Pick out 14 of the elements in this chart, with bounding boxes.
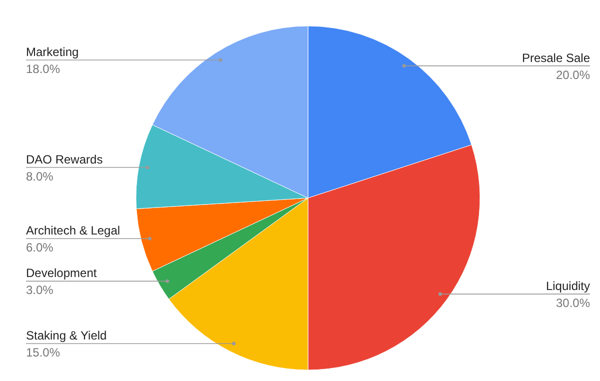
slice-label: Development (26, 266, 98, 280)
data-label: 15.0% (26, 346, 60, 360)
data-label: 18.0% (26, 62, 60, 76)
slice-label: Liquidity (546, 279, 590, 294)
slice-label: DAO Rewards (26, 152, 103, 166)
data-label: 8.0% (26, 169, 54, 184)
data-label: 20.0% (556, 68, 590, 82)
data-label: 30.0% (556, 296, 590, 310)
data-label: 3.0% (26, 283, 54, 298)
slice-label: Presale Sale (522, 50, 590, 65)
data-label: 6.0% (26, 240, 54, 255)
slice-label: Architech & Legal (26, 224, 120, 238)
slice-label: Marketing (26, 45, 79, 60)
slice-label: Staking & Yield (26, 328, 107, 343)
